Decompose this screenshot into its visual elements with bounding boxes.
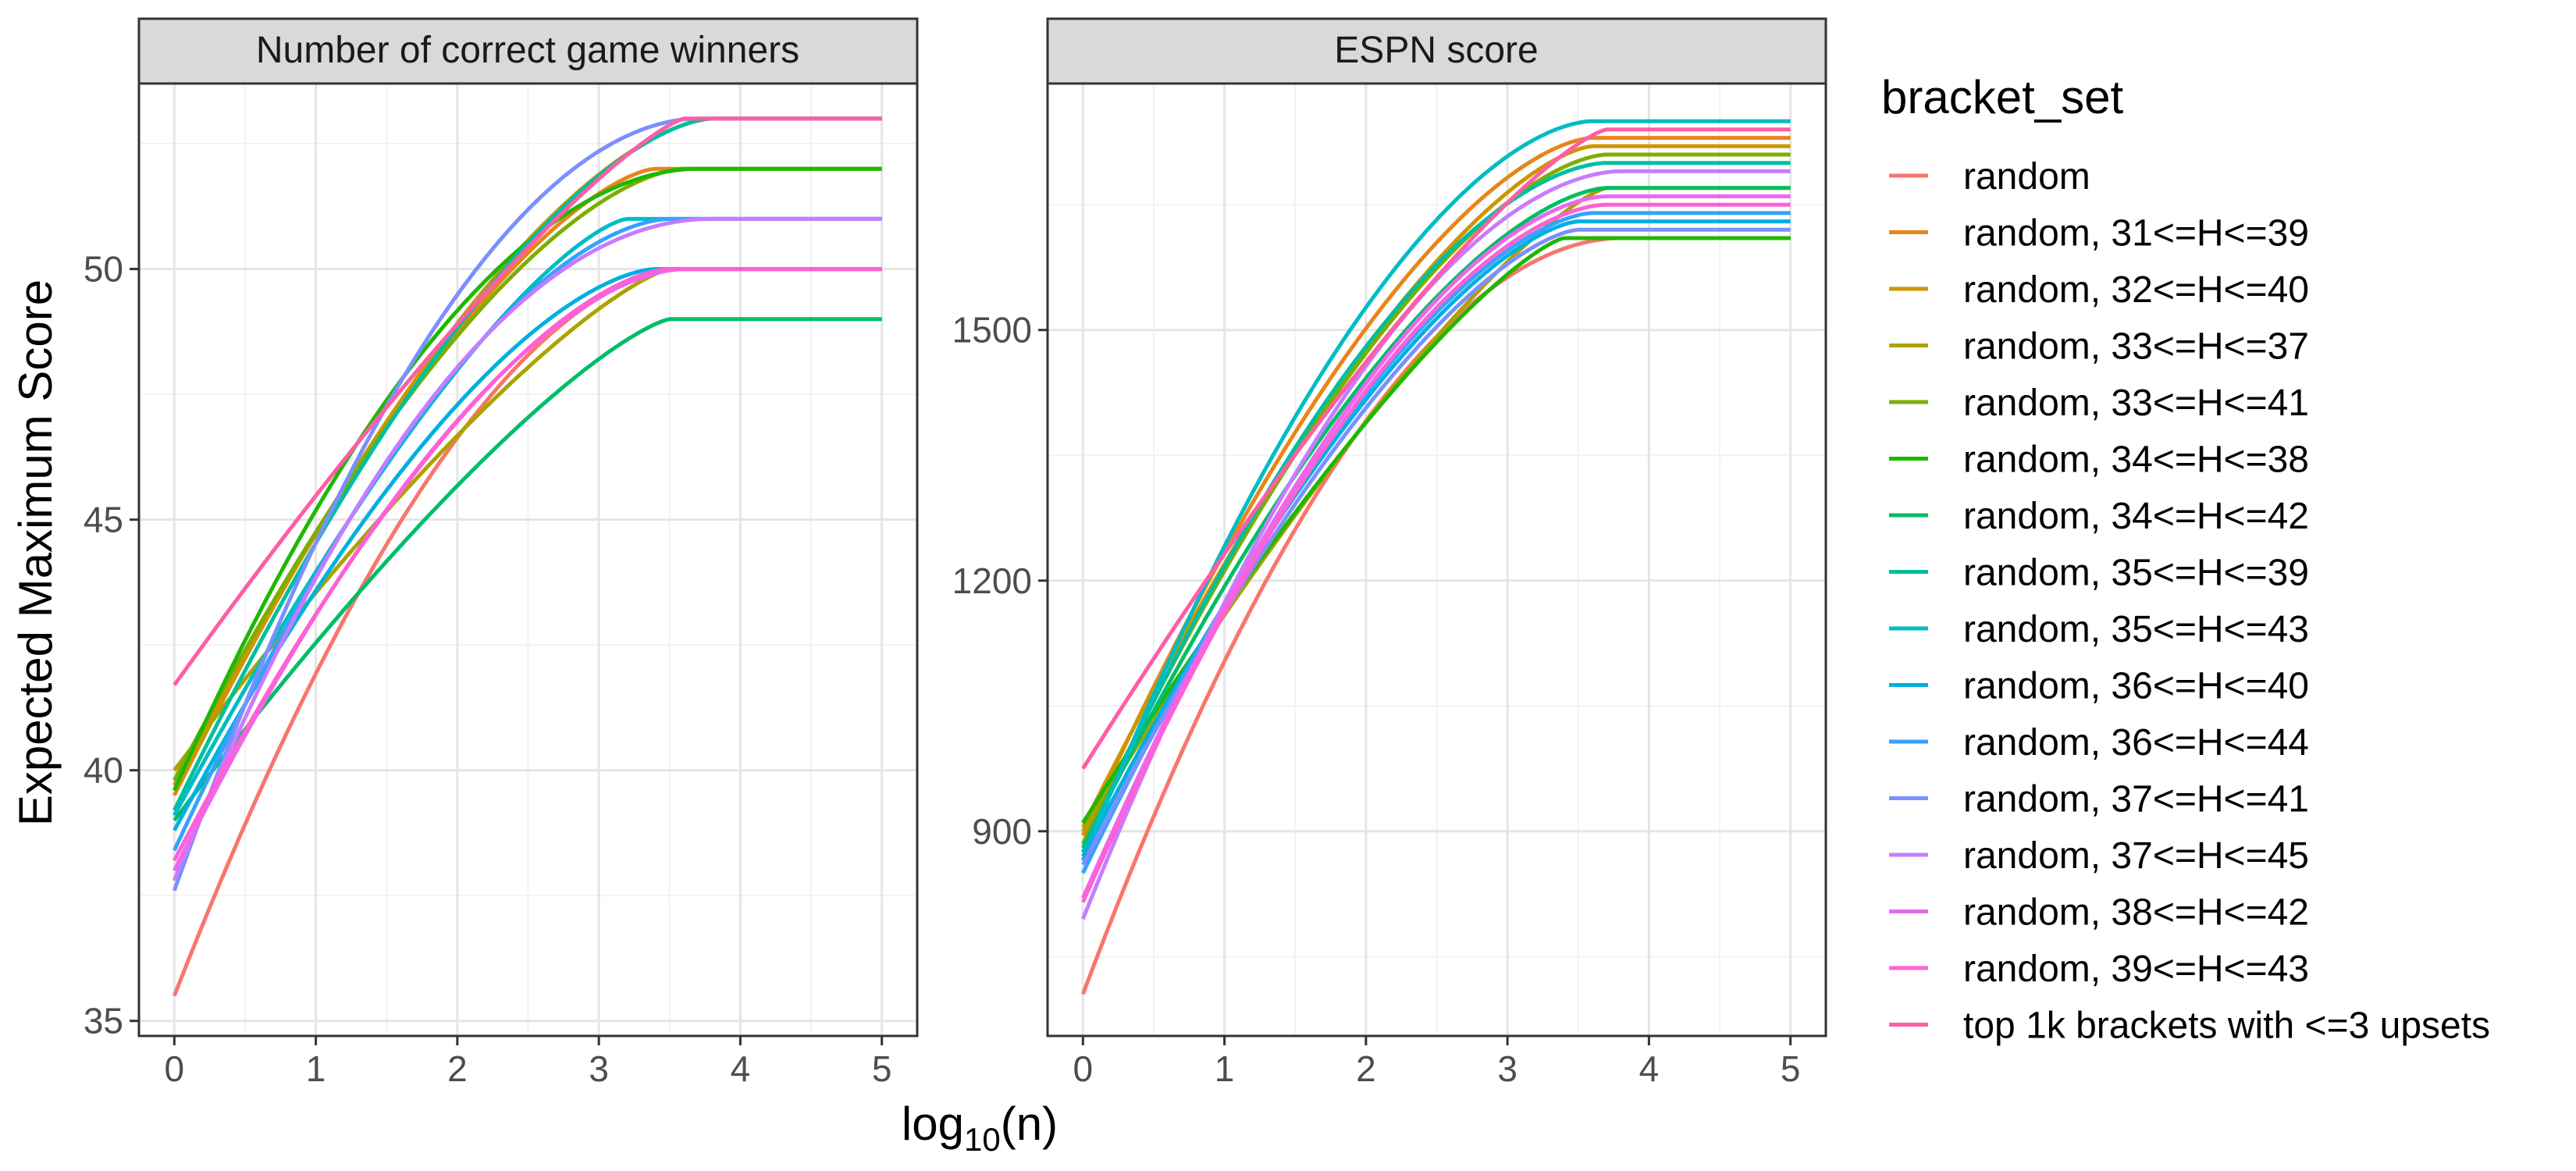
legend-label: random, 34<=H<=42 [1963, 496, 2309, 537]
legend-items: random random, 31<=H<=39 random, 32<=H<=40… [1889, 156, 2490, 1047]
legend-label: random, 34<=H<=38 [1963, 440, 2309, 481]
y-tick-label: 1500 [952, 310, 1032, 351]
legend-item: random, 34<=H<=38 [1889, 440, 2309, 481]
y-tick-label: 40 [84, 750, 123, 791]
legend-label: random, 35<=H<=43 [1963, 609, 2309, 650]
legend-item: top 1k brackets with <=3 upsets [1889, 1005, 2490, 1047]
x-tick-label: 2 [447, 1048, 468, 1089]
legend-item: random, 35<=H<=43 [1889, 609, 2309, 650]
x-tick-label: 5 [1781, 1048, 1801, 1089]
x-tick-label: 3 [1497, 1048, 1517, 1089]
legend-label: random, 37<=H<=41 [1963, 779, 2309, 820]
legend-label: random, 37<=H<=45 [1963, 835, 2309, 877]
plot-area: 0 1 2 3 4 5 900 1200 1500 [952, 82, 1827, 1089]
x-tick-label: 0 [1073, 1048, 1094, 1089]
series-line [173, 317, 882, 822]
legend-label: random, 31<=H<=39 [1963, 213, 2309, 254]
series-line [1081, 194, 1791, 899]
y-tick-label: 50 [84, 249, 123, 290]
y-tick-label: 1200 [952, 561, 1032, 601]
x-tick-label: 1 [1215, 1048, 1235, 1089]
legend-item: random, 36<=H<=40 [1889, 666, 2309, 707]
legend-item: random, 31<=H<=39 [1889, 213, 2309, 254]
series-line [1081, 161, 1791, 853]
x-tick-label: 0 [165, 1048, 185, 1089]
panel-strip [137, 17, 919, 85]
plot-border [137, 82, 919, 1038]
legend-item: random, 37<=H<=45 [1889, 835, 2309, 877]
legend-item: random, 36<=H<=44 [1889, 722, 2309, 763]
panel-correct-winners: Number of correct game winners 0 1 2 3 4 5354… [84, 17, 919, 1089]
panel-strip [1046, 17, 1827, 85]
legend-item: random, 37<=H<=41 [1889, 779, 2309, 820]
series-line [1081, 202, 1791, 903]
series-line [1081, 144, 1791, 828]
series-line [172, 216, 882, 881]
x-axis-label-rest: (n) [1001, 1098, 1058, 1150]
legend-label: random, 39<=H<=43 [1963, 949, 2309, 990]
x-tick-label: 4 [1639, 1048, 1660, 1089]
panel-espn-score: ESPN score 0 1 2 3 4 5 900 1200 1500 [952, 17, 1827, 1089]
legend-label: random, 33<=H<=37 [1963, 326, 2309, 368]
y-tick-label: 900 [972, 811, 1032, 852]
x-tick-label: 3 [589, 1048, 609, 1089]
x-tick-label: 1 [306, 1048, 326, 1089]
legend-label: random, 36<=H<=44 [1963, 722, 2309, 763]
legend-label: random, 32<=H<=40 [1963, 269, 2309, 311]
panel-title: Number of correct game winners [256, 30, 799, 71]
y-tick-label: 35 [84, 1001, 123, 1041]
series-line [1081, 186, 1791, 849]
x-axis-label-base: log [902, 1098, 964, 1150]
x-tick-label: 5 [872, 1048, 892, 1089]
x-axis-label-subscript: 10 [964, 1121, 1001, 1158]
legend-label: random, 38<=H<=42 [1963, 892, 2309, 934]
panel-title: ESPN score [1334, 30, 1538, 71]
legend-item: random, 32<=H<=40 [1889, 269, 2309, 311]
legend-item: random [1889, 156, 2090, 198]
legend-label: random [1963, 156, 2090, 198]
legend-item: random, 35<=H<=39 [1889, 553, 2309, 594]
x-tick-label: 2 [1356, 1048, 1376, 1089]
x-axis-label: log10(n) [902, 1098, 1058, 1158]
legend-title: bracket_set [1881, 71, 2123, 123]
legend-label: random, 35<=H<=39 [1963, 553, 2309, 594]
legend-item: random, 39<=H<=43 [1889, 949, 2309, 990]
series-line [1081, 127, 1791, 770]
legend-item: random, 33<=H<=41 [1889, 383, 2309, 424]
series-line [173, 267, 882, 862]
x-tick-label: 4 [731, 1048, 751, 1089]
y-tick-label: 45 [84, 500, 123, 540]
legend-label: top 1k brackets with <=3 upsets [1963, 1005, 2490, 1047]
plot-border [1046, 82, 1827, 1038]
y-axis-label: Expected Maximum Score [9, 279, 62, 826]
series-line [173, 116, 882, 686]
legend-item: random, 38<=H<=42 [1889, 892, 2309, 934]
legend-label: random, 33<=H<=41 [1963, 383, 2309, 424]
series-line [1080, 119, 1791, 862]
legend-item: random, 33<=H<=37 [1889, 326, 2309, 368]
legend-item: random, 34<=H<=42 [1889, 496, 2309, 537]
legend-label: random, 36<=H<=40 [1963, 666, 2309, 707]
